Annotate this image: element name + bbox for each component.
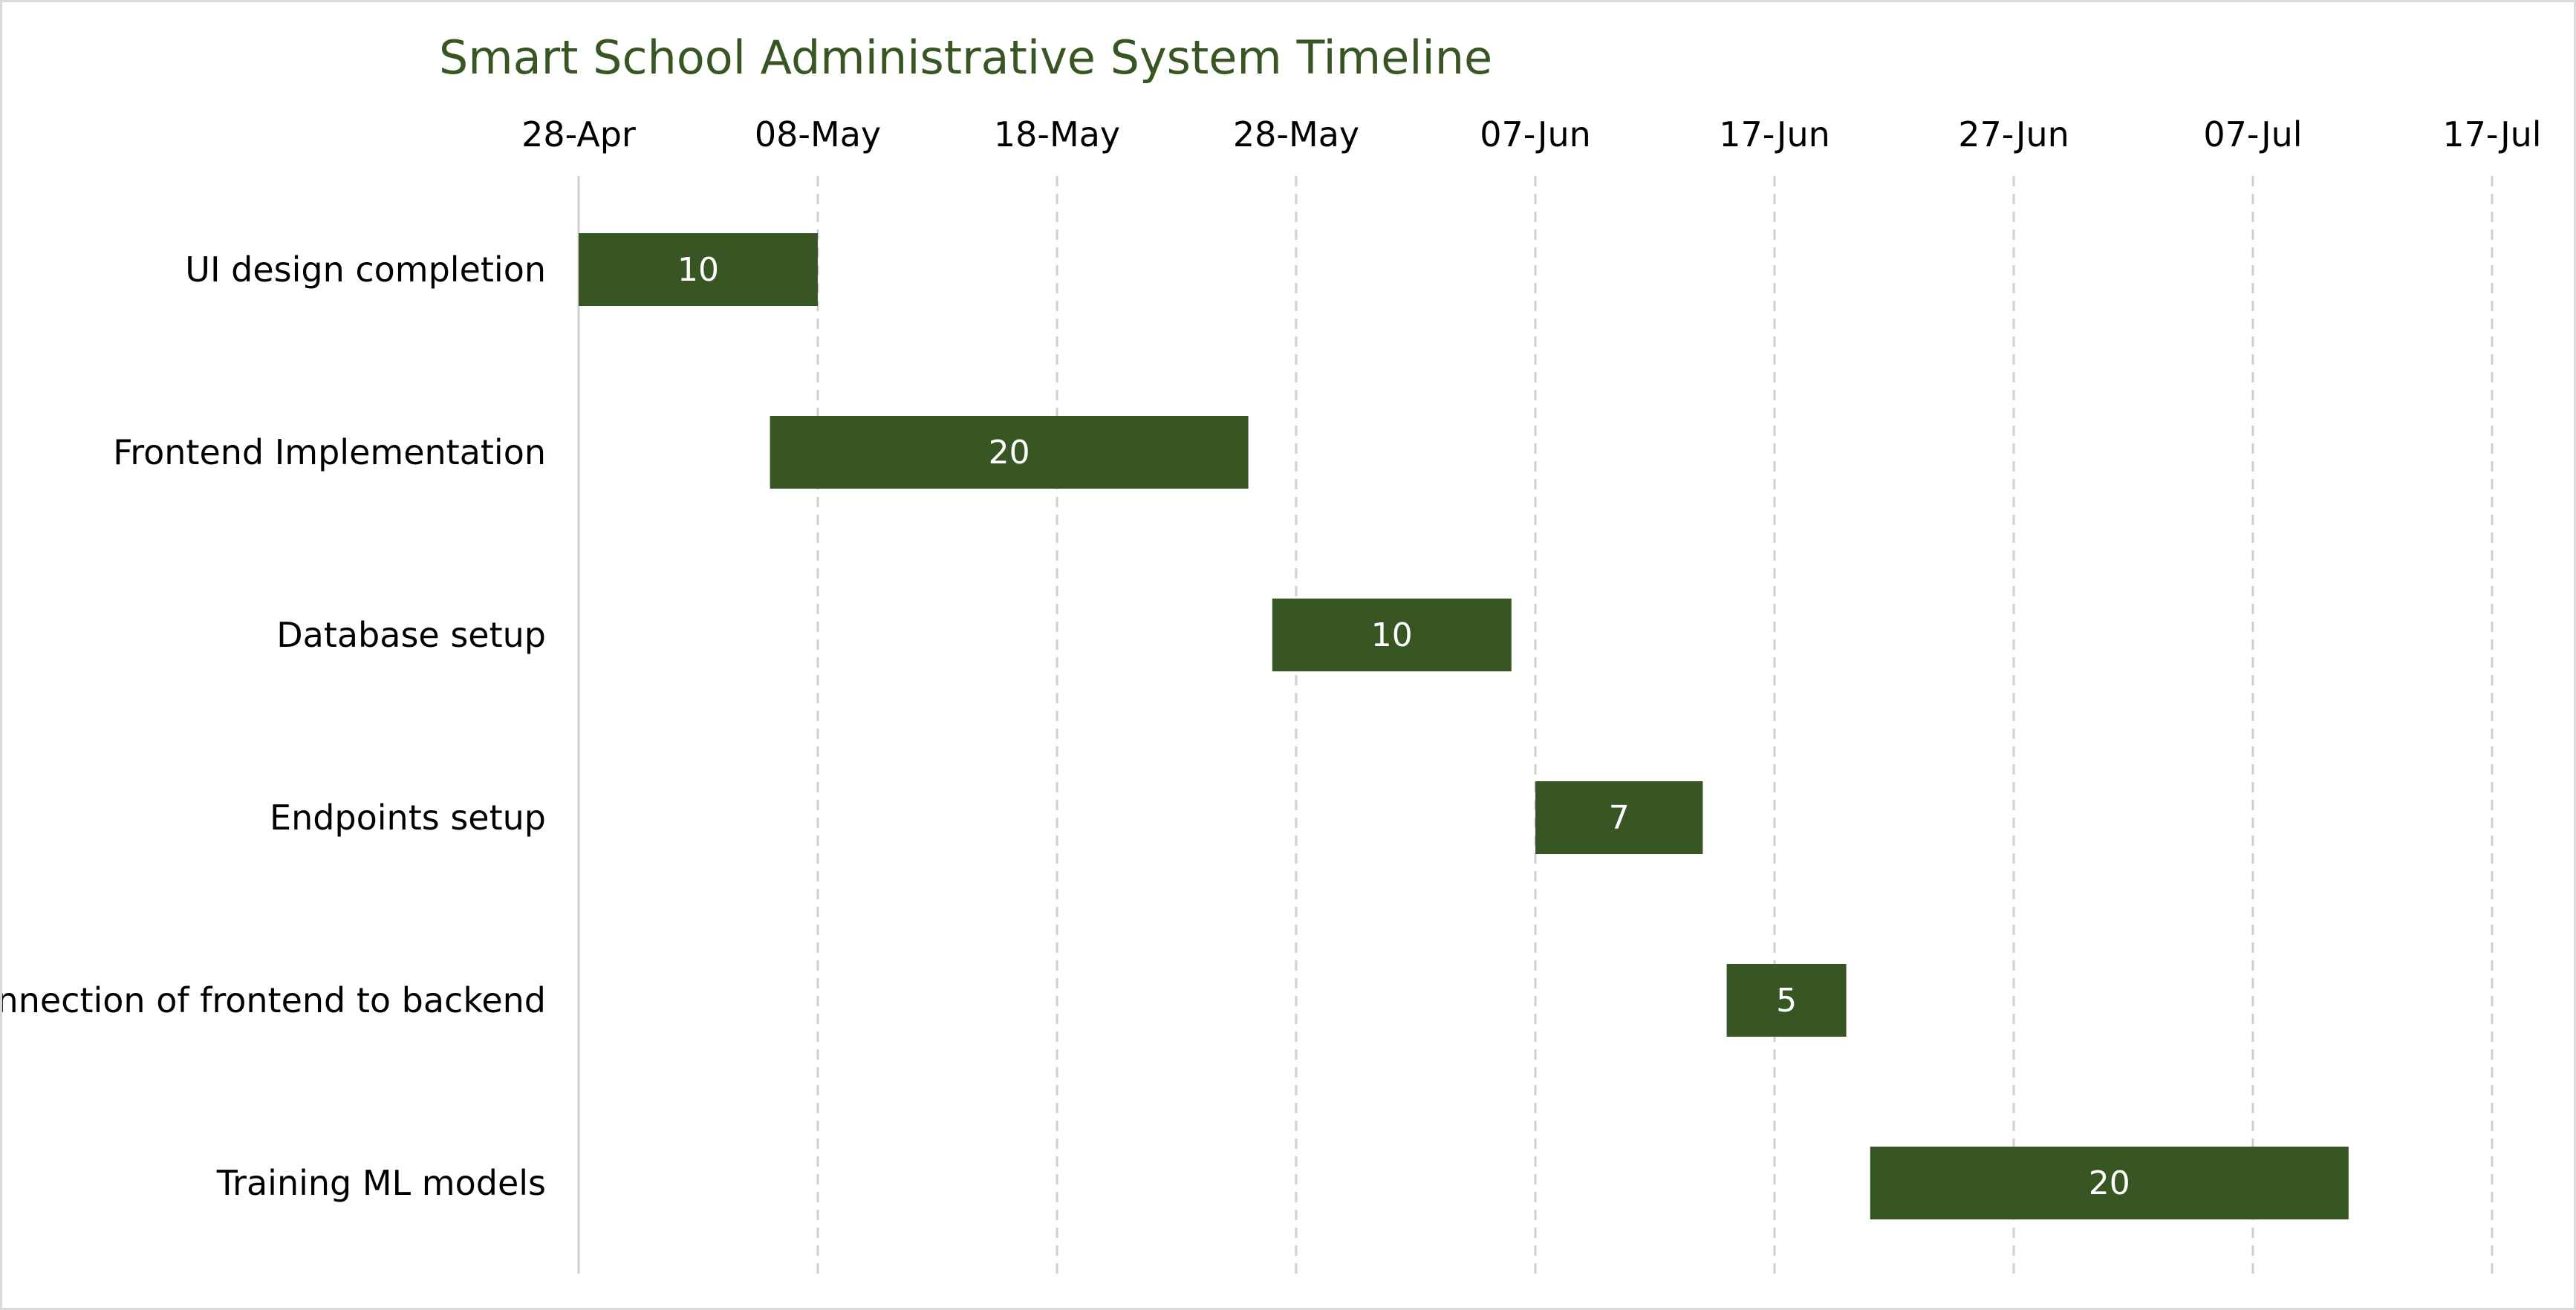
task-bar bbox=[770, 416, 1249, 489]
task-bars bbox=[579, 233, 2349, 1219]
bar-duration-label: 20 bbox=[989, 434, 1030, 472]
x-tick-label: 28-Apr bbox=[521, 114, 636, 154]
bar-data-labels: 10 20 10 7 5 20 bbox=[677, 251, 2130, 1202]
task-label: Connection of frontend to backend bbox=[2, 980, 546, 1020]
chart-title: Smart School Administrative System Timel… bbox=[439, 30, 1492, 85]
x-tick-label: 17-Jul bbox=[2442, 114, 2541, 154]
bar-duration-label: 7 bbox=[1609, 799, 1630, 837]
gridlines bbox=[577, 176, 2494, 1274]
bar-duration-label: 5 bbox=[1776, 982, 1797, 1020]
bar-duration-label: 10 bbox=[677, 251, 719, 289]
task-label: Training ML models bbox=[216, 1163, 546, 1203]
task-label: UI design completion bbox=[185, 250, 546, 290]
x-tick-label: 28-May bbox=[1233, 114, 1359, 154]
task-bar bbox=[1535, 781, 1703, 854]
task-bar bbox=[1726, 964, 1847, 1037]
x-tick-label: 08-May bbox=[755, 114, 881, 154]
bar-duration-label: 10 bbox=[1371, 616, 1413, 654]
x-tick-label: 07-Jul bbox=[2203, 114, 2302, 154]
bar-duration-label: 20 bbox=[2089, 1164, 2130, 1202]
x-tick-label: 27-Jun bbox=[1958, 114, 2069, 154]
x-tick-label: 18-May bbox=[994, 114, 1120, 154]
task-bar bbox=[579, 233, 818, 306]
task-label: Frontend Implementation bbox=[113, 432, 546, 472]
y-axis-category-labels: UI design completion Frontend Implementat… bbox=[2, 250, 546, 1203]
task-bar bbox=[1870, 1147, 2349, 1219]
x-axis-tick-labels: 28-Apr 08-May 18-May 28-May 07-Jun 17-Jun 27-J… bbox=[521, 114, 2541, 154]
x-tick-label: 17-Jun bbox=[1719, 114, 1830, 154]
task-label: Database setup bbox=[276, 615, 546, 655]
task-label: Endpoints setup bbox=[270, 798, 546, 838]
x-tick-label: 07-Jun bbox=[1480, 114, 1591, 154]
task-bar bbox=[1272, 599, 1512, 671]
